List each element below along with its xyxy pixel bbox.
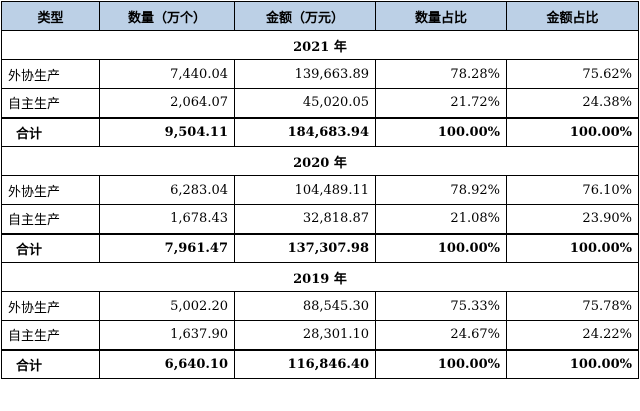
header-amount-share: 金额占比 [506,1,639,31]
cell-quantity: 2,064.07 [99,88,235,118]
cell-amount: 45,020.05 [234,88,376,118]
total-row: 合计 9,504.11 184,683.94 100.00% 100.00% [1,117,639,147]
cell-quantity: 1,637.90 [99,320,235,350]
cell-amount: 139,663.89 [234,59,376,89]
cell-amount: 28,301.10 [234,320,376,350]
cell-total-amount: 116,846.40 [234,349,376,379]
year-label: 2020 年 [1,146,639,176]
cell-total-amount: 137,307.98 [234,233,376,263]
cell-quantity-share: 78.92% [375,175,507,205]
cell-total-quantity-share: 100.00% [375,117,507,147]
cell-type: 外协生产 [1,291,100,321]
cell-type: 自主生产 [1,88,100,118]
table-row: 自主生产 2,064.07 45,020.05 21.72% 24.38% [1,88,639,118]
table-row: 自主生产 1,678.43 32,818.87 21.08% 23.90% [1,204,639,234]
cell-amount: 104,489.11 [234,175,376,205]
cell-total-amount-share: 100.00% [506,117,639,147]
cell-type: 外协生产 [1,175,100,205]
header-quantity-share: 数量占比 [375,1,507,31]
cell-amount-share: 75.78% [506,291,639,321]
header-type: 类型 [1,1,100,31]
cell-quantity: 1,678.43 [99,204,235,234]
cell-quantity: 6,283.04 [99,175,235,205]
table-row: 自主生产 1,637.90 28,301.10 24.67% 24.22% [1,320,639,350]
total-row: 合计 7,961.47 137,307.98 100.00% 100.00% [1,233,639,263]
header-amount: 金额（万元） [234,1,376,31]
cell-total-amount-share: 100.00% [506,233,639,263]
cell-total-quantity: 7,961.47 [99,233,235,263]
production-table: 类型 数量（万个） 金额（万元） 数量占比 金额占比 2021 年 外协生产 7… [1,1,639,379]
cell-amount-share: 76.10% [506,175,639,205]
cell-quantity: 7,440.04 [99,59,235,89]
cell-quantity-share: 21.08% [375,204,507,234]
cell-total-label: 合计 [1,117,100,147]
cell-total-amount: 184,683.94 [234,117,376,147]
year-label: 2021 年 [1,30,639,60]
table-row: 外协生产 6,283.04 104,489.11 78.92% 76.10% [1,175,639,205]
cell-total-quantity: 9,504.11 [99,117,235,147]
cell-total-quantity-share: 100.00% [375,349,507,379]
cell-amount-share: 75.62% [506,59,639,89]
header-quantity: 数量（万个） [99,1,235,31]
cell-total-label: 合计 [1,349,100,379]
cell-quantity-share: 78.28% [375,59,507,89]
year-label: 2019 年 [1,262,639,292]
year-row: 2020 年 [1,146,639,176]
cell-quantity-share: 21.72% [375,88,507,118]
cell-total-quantity-share: 100.00% [375,233,507,263]
cell-amount: 88,545.30 [234,291,376,321]
cell-total-quantity: 6,640.10 [99,349,235,379]
year-row: 2019 年 [1,262,639,292]
cell-amount-share: 24.22% [506,320,639,350]
cell-amount-share: 24.38% [506,88,639,118]
cell-quantity-share: 24.67% [375,320,507,350]
cell-type: 自主生产 [1,204,100,234]
cell-type: 外协生产 [1,59,100,89]
cell-total-amount-share: 100.00% [506,349,639,379]
cell-amount: 32,818.87 [234,204,376,234]
year-row: 2021 年 [1,30,639,60]
table-row: 外协生产 7,440.04 139,663.89 78.28% 75.62% [1,59,639,89]
header-row: 类型 数量（万个） 金额（万元） 数量占比 金额占比 [1,1,639,31]
cell-total-label: 合计 [1,233,100,263]
total-row: 合计 6,640.10 116,846.40 100.00% 100.00% [1,349,639,379]
table-row: 外协生产 5,002.20 88,545.30 75.33% 75.78% [1,291,639,321]
cell-amount-share: 23.90% [506,204,639,234]
cell-type: 自主生产 [1,320,100,350]
cell-quantity-share: 75.33% [375,291,507,321]
cell-quantity: 5,002.20 [99,291,235,321]
